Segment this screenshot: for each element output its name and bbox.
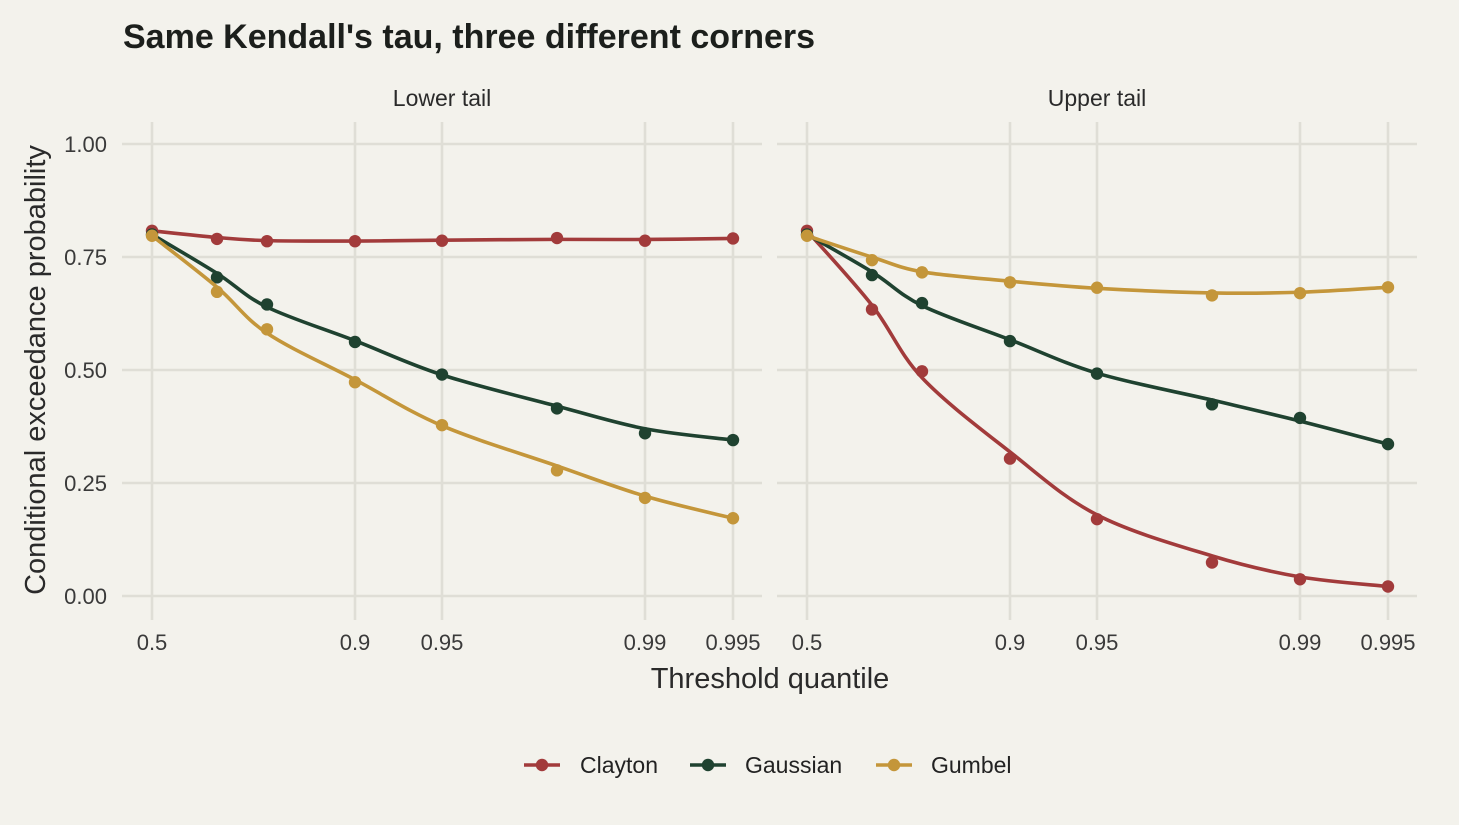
series-line-gaussian [150, 232, 735, 442]
data-point-clayton [915, 365, 929, 378]
data-point-clayton [865, 303, 879, 316]
data-point-clayton [726, 232, 740, 245]
data-point-gaussian [348, 335, 362, 349]
data-point-gaussian [1003, 334, 1017, 348]
legend-label-gaussian: Gaussian [745, 752, 842, 778]
data-point-clayton [210, 232, 224, 246]
x-tick-label: 0.95 [421, 630, 464, 655]
x-tick-label: 0.9 [995, 630, 1026, 655]
data-point-gumbel [1090, 281, 1104, 294]
data-point-clayton [1090, 512, 1104, 526]
legend: Clayton Gaussian Gumbel [524, 752, 1012, 778]
data-point-gumbel [865, 253, 879, 267]
data-point-gumbel [1205, 289, 1219, 302]
x-tick-label: 0.995 [705, 630, 760, 655]
data-point-clayton [1381, 580, 1395, 593]
data-point-clayton [1003, 452, 1017, 465]
data-point-gaussian [915, 296, 929, 310]
data-point-gumbel [260, 323, 274, 336]
panel-upper-tail: Upper tail 0.5 0.9 0.95 0.99 0.995 [777, 85, 1417, 655]
data-point-gaussian [865, 268, 879, 282]
data-point-gaussian [1293, 411, 1307, 425]
y-tick-label: 0.75 [64, 245, 107, 270]
data-point-gaussian [550, 402, 564, 415]
series-line-clayton [805, 228, 1390, 589]
legend-label-clayton: Clayton [580, 752, 658, 778]
y-tick-label: 1.00 [64, 132, 107, 157]
series-line-gumbel [150, 233, 735, 521]
data-point-gumbel [210, 285, 224, 299]
data-point-gumbel [915, 266, 929, 279]
panel-lower-tail: Lower tail 0.5 0.9 0.95 0.99 0.995 [122, 85, 762, 655]
y-axis-title: Conditional exceedance probability [20, 145, 52, 595]
legend-key-point [535, 758, 549, 772]
data-point-gumbel [1293, 286, 1307, 300]
data-point-gaussian [1381, 437, 1395, 451]
data-point-gumbel [550, 464, 564, 477]
data-point-clayton [260, 234, 274, 248]
data-point-gumbel [145, 229, 159, 242]
data-point-clayton [550, 231, 564, 245]
data-point-gumbel [800, 229, 814, 242]
x-tick-label: 0.99 [624, 630, 667, 655]
x-tick-label: 0.5 [792, 630, 823, 655]
legend-key-point [887, 758, 901, 772]
data-point-clayton [435, 234, 449, 247]
data-point-gumbel [638, 491, 652, 505]
legend-key-point [701, 758, 715, 772]
data-point-gumbel [1381, 281, 1395, 294]
x-tick-label: 0.95 [1076, 630, 1119, 655]
x-tick-label: 0.995 [1360, 630, 1415, 655]
data-point-clayton [348, 234, 362, 248]
data-point-gumbel [726, 512, 740, 525]
data-point-clayton [638, 234, 652, 247]
y-tick-label: 0.25 [64, 471, 107, 496]
y-axis-ticks: 0.00 0.25 0.50 0.75 1.00 [64, 132, 107, 609]
y-tick-label: 0.00 [64, 584, 107, 609]
y-tick-label: 0.50 [64, 358, 107, 383]
x-tick-label: 0.5 [137, 630, 168, 655]
data-point-clayton [1293, 573, 1307, 586]
panel-title-upper-tail: Upper tail [1048, 85, 1146, 111]
data-point-gaussian [260, 298, 274, 311]
panel-title-lower-tail: Lower tail [393, 85, 491, 111]
legend-label-gumbel: Gumbel [931, 752, 1012, 778]
data-point-gaussian [435, 368, 449, 381]
x-axis-title: Threshold quantile [651, 663, 890, 695]
data-point-gumbel [435, 418, 449, 432]
data-point-gumbel [1003, 276, 1017, 289]
data-point-gaussian [638, 427, 652, 440]
chart-title: Same Kendall's tau, three different corn… [123, 18, 815, 56]
data-point-gaussian [210, 271, 224, 284]
data-point-clayton [1205, 556, 1219, 569]
data-point-gaussian [1090, 367, 1104, 380]
data-point-gaussian [726, 433, 740, 447]
x-tick-label: 0.99 [1279, 630, 1322, 655]
x-tick-label: 0.9 [340, 630, 371, 655]
data-point-gaussian [1205, 398, 1219, 411]
data-point-gumbel [348, 376, 362, 389]
